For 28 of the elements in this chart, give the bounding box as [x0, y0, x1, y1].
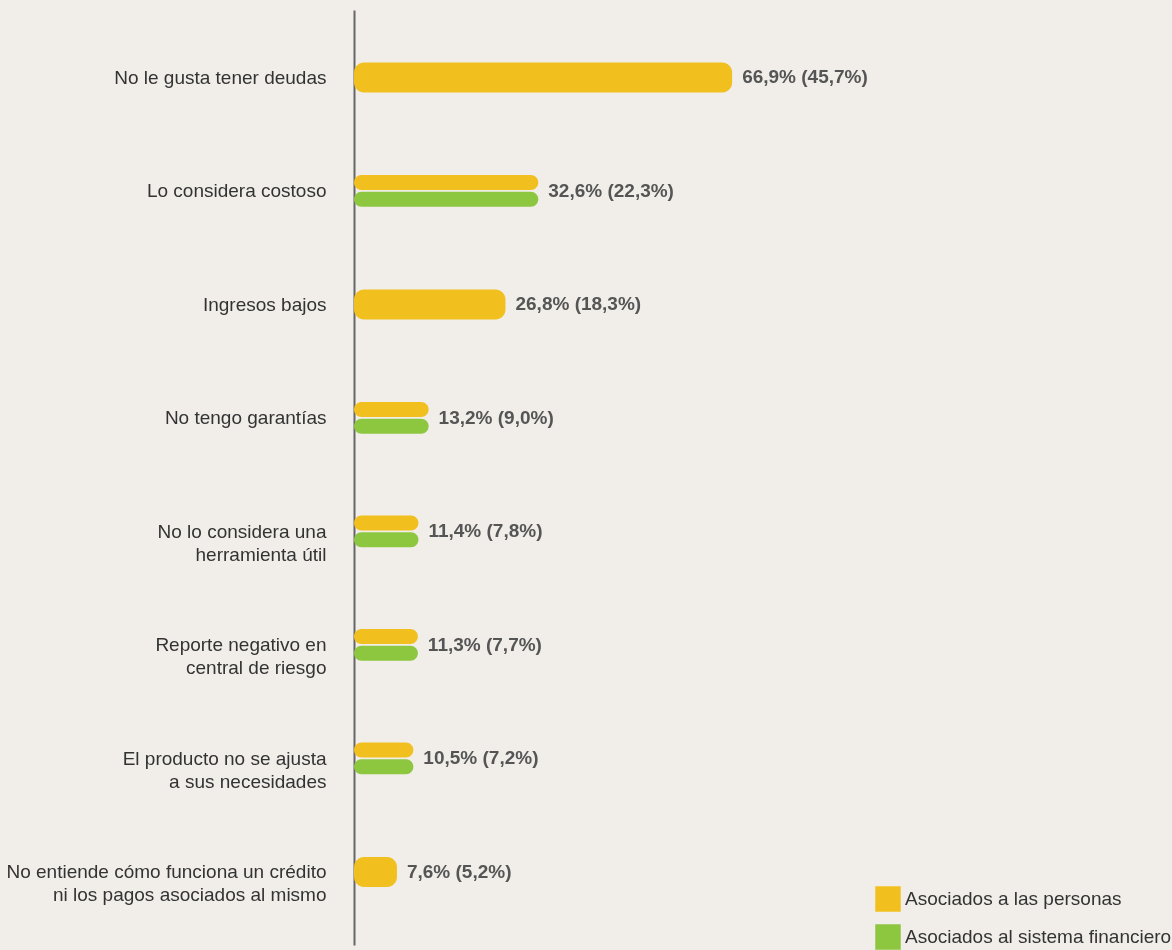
legend-label: Asociados al sistema financiero	[905, 926, 1172, 947]
y-tick-label: El producto no se ajusta a sus necesidades	[122, 747, 327, 792]
bar	[354, 759, 414, 775]
bar	[354, 629, 418, 645]
data-label: 32,6% (22,3%)	[548, 179, 674, 201]
bar	[354, 645, 418, 661]
bar	[354, 191, 539, 207]
legend-label: Asociados a las personas	[905, 888, 1122, 909]
data-label: 66,9% (45,7%)	[742, 66, 868, 88]
data-label: 7,6% (5,2%)	[406, 860, 512, 882]
y-tick-label: No lo considera una herramienta útil	[157, 520, 327, 565]
y-tick-label: Reporte negativo en central de riesgo	[155, 634, 327, 679]
y-tick-label: Lo considera costoso	[146, 180, 327, 202]
y-tick-label: Ingresos bajos	[202, 293, 327, 315]
y-tick-label: No entiende cómo funciona un crédito ni los pagos asociados al mismo	[6, 861, 327, 906]
data-label: 26,8% (18,3%)	[515, 293, 642, 315]
bar	[354, 418, 429, 434]
data-label: 11,3% (7,7%)	[427, 633, 542, 655]
y-tick-label: No tengo garantías	[164, 407, 327, 429]
data-label: 11,4% (7,8%)	[428, 520, 543, 542]
bar	[354, 742, 414, 758]
data-label: 10,5% (7,2%)	[423, 747, 539, 769]
bar	[354, 532, 419, 548]
y-tick-label: No le gusta tener deudas	[114, 66, 327, 88]
bar	[354, 175, 539, 191]
bar	[354, 515, 419, 531]
data-label: 13,2% (9,0%)	[438, 406, 554, 428]
bar	[354, 402, 429, 418]
